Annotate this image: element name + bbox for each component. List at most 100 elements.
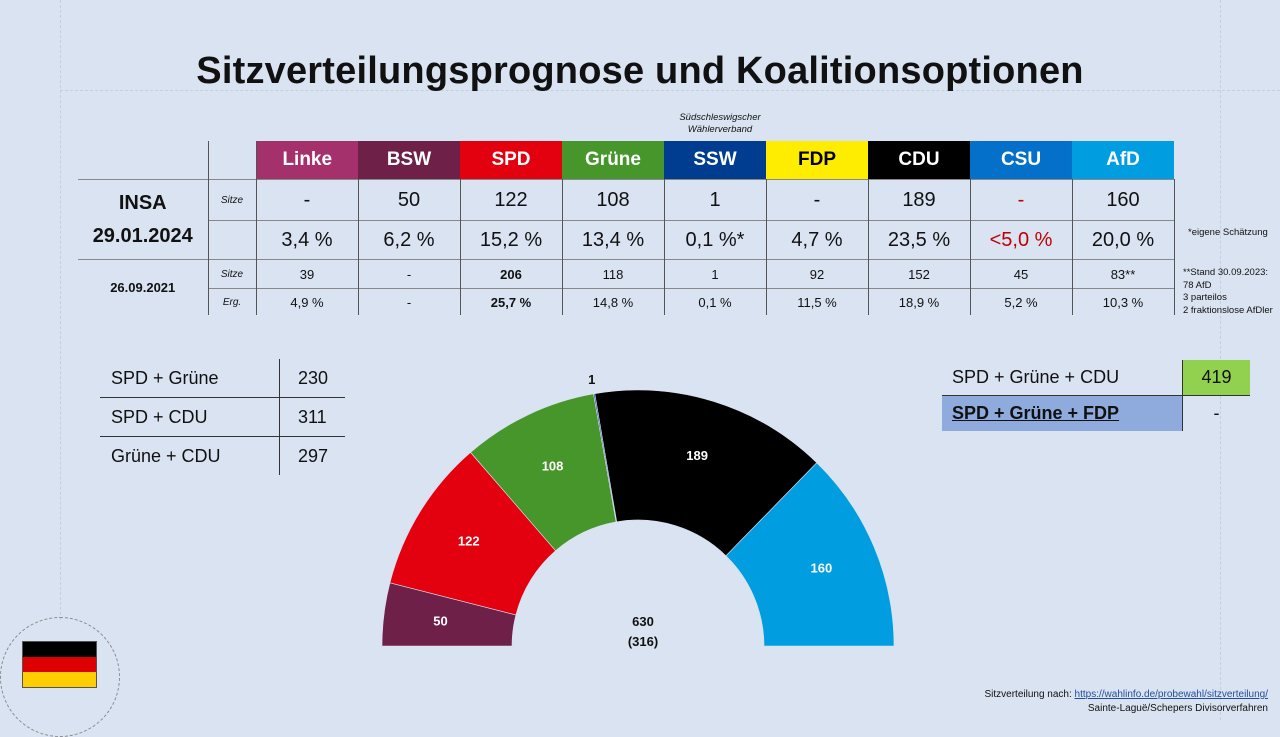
coalition-seats: 311 [279,397,345,437]
seat-label-cdu: 189 [686,448,708,463]
seat-table: Linke BSW SPD Grüne SSW FDP CDU CSU AfD INSA 29.… [78,141,1175,315]
percent-spd: 15,2 % [460,220,563,260]
seat-label-afd: 160 [811,561,833,576]
seats-2021-spd: 206 [460,259,563,289]
source-method: Sainte-Laguë/Schepers Divisorverfahren [1087,703,1268,714]
percent-2021-bsw: - [358,288,461,315]
party-header-fdp: FDP [766,141,868,180]
seats-afd: 160 [1072,179,1175,221]
flag-stripe-black [23,642,96,657]
election-seats-row: 26.09.2021 Sitze 39-206 118 1 92 152 45 83** [78,259,1175,315]
seats-ssw: 1 [664,179,767,221]
poll-institute: INSA [118,191,167,214]
seat-label-spd: 122 [458,533,480,548]
seats-2021-linke: 39 [256,259,359,289]
stand-note-line: 2 fraktionslose AfDler [1183,304,1273,316]
seats-fdp: - [766,179,869,221]
poll-label: INSA 29.01.2024 [78,179,209,260]
percent-2021-cdu: 18,9 % [868,288,971,315]
percent-2021-ssw: 0,1 % [664,288,767,315]
percent-ssw: 0,1 %* [664,220,767,260]
coalition-seats: 419 [1182,360,1250,396]
germany-flag-icon [22,641,97,688]
source-note: Sitzverteilung nach: https://wahlinfo.de… [984,688,1268,716]
blank-cell [207,141,257,180]
coalition-table-right: SPD + Grüne + CDU 419 SPD + Grüne + FDP … [942,360,1250,431]
seats-csu: - [970,179,1073,221]
coalition-name: Grüne + CDU [100,436,280,475]
percent-2021-fdp: 11,5 % [766,288,869,315]
percent-2021-spd: 25,7 % [460,288,563,315]
party-header-csu: CSU [970,141,1072,180]
parliament-chart: 50 122 108 1 189 160 630 (316) [381,372,895,649]
coalition-row: SPD + Grüne 230 [100,359,345,398]
seat-segment-cdu [594,389,818,557]
percent-2021-grüne: 14,8 % [562,288,665,315]
seats-2021-csu: 45 [970,259,1073,289]
percent-afd: 20,0 % [1072,220,1175,260]
percent-csu: <5,0 % [970,220,1073,260]
seats-2021-grüne: 118 [562,259,665,289]
page-title: Sitzverteilungsprognose und Koalitionsop… [196,50,1084,92]
percent-fdp: 4,7 % [766,220,869,260]
seat-label-grüne: 108 [542,458,564,473]
election-date: 26.09.2021 [78,259,209,315]
coalition-seats: 297 [279,436,345,475]
result-2021-label: Erg. [208,288,257,315]
blank-cell [208,220,257,260]
election-result-row: Erg. 4,9 % -25,7 % 14,8 % 0,1 % 11,5 % 18,9 %… [78,288,1175,315]
seats-bsw: 50 [358,179,461,221]
seats-2021-afd: 83** [1072,259,1175,289]
party-header-spd: SPD [460,141,562,180]
coalition-name: SPD + Grüne + FDP [942,395,1183,431]
poll-date: 29.01.2024 [92,224,193,247]
stand-note: **Stand 30.09.2023: 78 AfD 3 parteilos 2… [1183,267,1280,317]
seats-cdu: 189 [868,179,971,221]
poll-percent-row: 3,4 % 6,2 % 15,2 % 13,4 % 0,1 %* 4,7 % 23,5 % <… [78,220,1175,260]
party-header-ssw: SSW [664,141,766,180]
seats-2021-ssw: 1 [664,259,767,289]
seats-linke: - [256,179,359,221]
coalition-row: SPD + Grüne + FDP - [942,395,1250,431]
flag-stripe-red [23,657,96,672]
coalition-row: SPD + CDU 311 [100,397,345,437]
guide-line-horizontal [60,90,1280,91]
coalition-table-left: SPD + Grüne 230 SPD + CDU 311 Grüne + CD… [100,359,345,475]
seats-label: Sitze [208,179,257,221]
total-seats-label: 630 [632,614,654,629]
seats-grüne: 108 [562,179,665,221]
percent-grüne: 13,4 % [562,220,665,260]
percent-linke: 3,4 % [256,220,359,260]
seat-label-bsw: 50 [433,613,447,628]
guide-line-vertical [60,0,61,620]
estimate-note: *eigene Schätzung [1188,227,1268,238]
percent-2021-csu: 5,2 % [970,288,1073,315]
poll-seats-row: INSA 29.01.2024 Sitze -50 122 108 1-189-160 [78,179,1175,260]
majority-label: (316) [628,634,658,649]
stand-note-line: **Stand 30.09.2023: [1183,267,1269,278]
party-header-bsw: BSW [358,141,460,180]
seat-segment-afd [725,462,895,647]
percent-2021-afd: 10,3 % [1072,288,1175,315]
seat-label-ssw: 1 [588,372,595,387]
coalition-name: SPD + Grüne [100,359,280,398]
party-header-row: Linke BSW SPD Grüne SSW FDP CDU CSU AfD [78,141,1174,180]
seats-2021-fdp: 92 [766,259,869,289]
coalition-seats: 230 [298,367,329,388]
seats-2021-cdu: 152 [868,259,971,289]
coalition-name: SPD + Grüne + CDU [942,360,1183,396]
party-header-afd: AfD [1072,141,1174,180]
party-header-linke: Linke [256,141,358,180]
party-header-grüne: Grüne [562,141,664,180]
source-prefix: Sitzverteilung nach: [984,689,1075,700]
flag-stripe-gold [23,672,96,687]
source-link[interactable]: https://wahlinfo.de/probewahl/sitzvertei… [1074,689,1268,700]
party-header-cdu: CDU [868,141,970,180]
seats-2021-bsw: - [358,259,461,289]
percent-bsw: 6,2 % [358,220,461,260]
percent-cdu: 23,5 % [868,220,971,260]
coalition-row: Grüne + CDU 297 [100,436,345,475]
seats-2021-label: Sitze [208,259,257,289]
stand-note-line: 78 AfD [1183,279,1212,291]
ssw-note: Südschleswigscher Wählerverband [679,112,761,135]
